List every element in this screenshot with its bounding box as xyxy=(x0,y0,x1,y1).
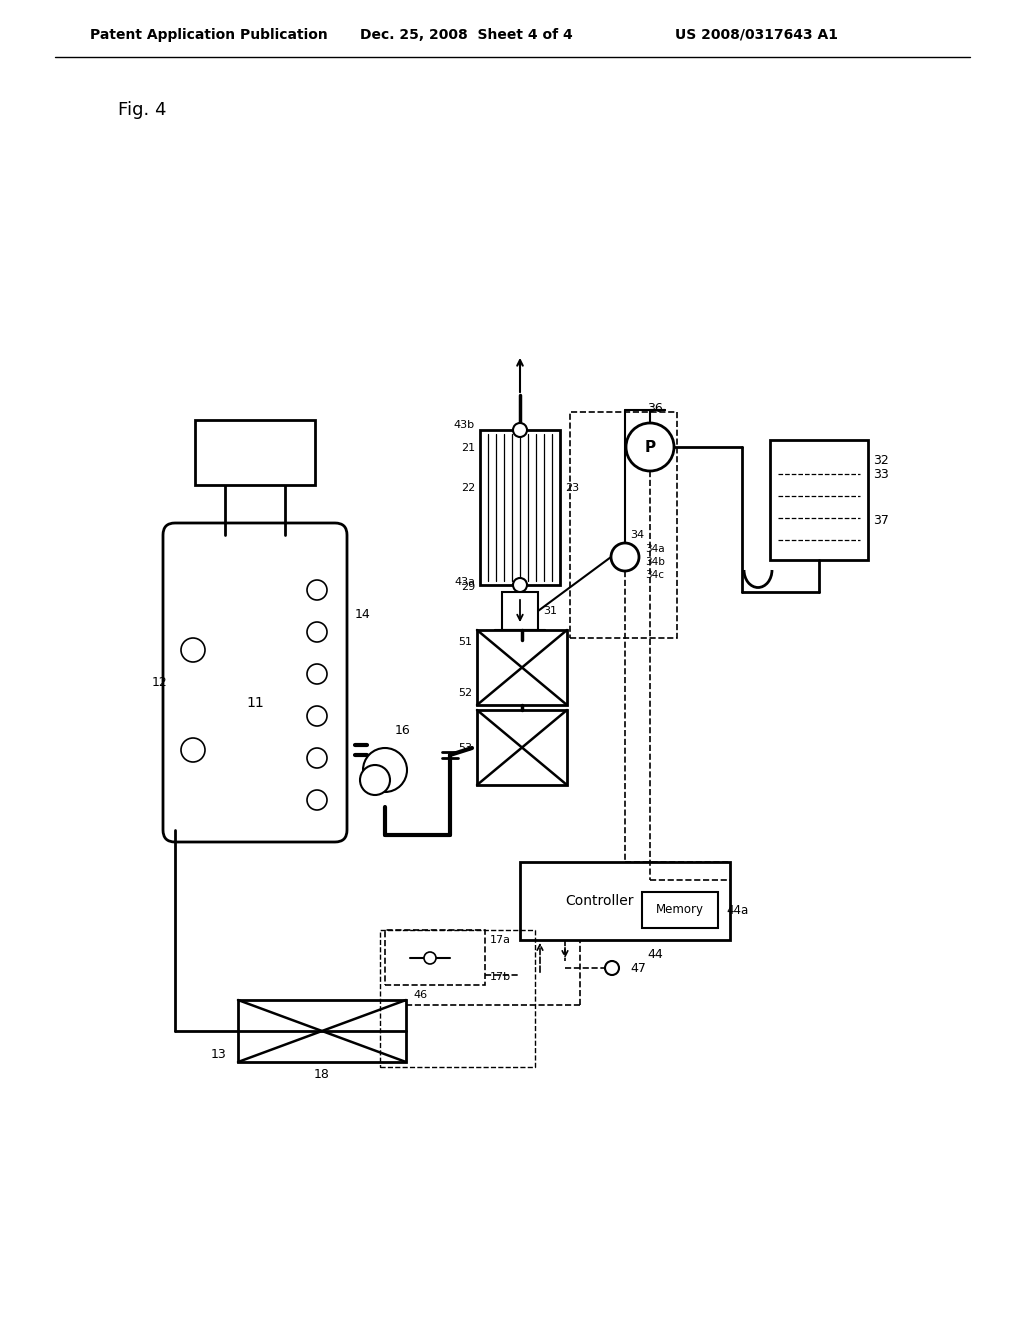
Bar xyxy=(480,430,560,585)
Circle shape xyxy=(307,664,327,684)
Circle shape xyxy=(626,422,674,471)
Text: 17a: 17a xyxy=(490,935,511,945)
Circle shape xyxy=(424,952,436,964)
Text: 11: 11 xyxy=(246,696,264,710)
Text: Fig. 4: Fig. 4 xyxy=(118,102,167,119)
Text: 44: 44 xyxy=(647,948,663,961)
Circle shape xyxy=(362,748,407,792)
Circle shape xyxy=(360,766,390,795)
Bar xyxy=(238,1001,406,1063)
Text: 43b: 43b xyxy=(454,420,475,430)
Text: 12: 12 xyxy=(152,676,167,689)
Bar xyxy=(770,440,868,560)
Bar xyxy=(385,931,485,985)
Bar xyxy=(570,412,677,638)
Text: 47: 47 xyxy=(630,961,646,974)
Circle shape xyxy=(307,706,327,726)
Bar xyxy=(477,630,567,705)
Bar xyxy=(380,931,535,1067)
Text: 34b: 34b xyxy=(645,557,665,568)
Text: US 2008/0317643 A1: US 2008/0317643 A1 xyxy=(675,28,838,42)
Text: Memory: Memory xyxy=(656,903,705,916)
Text: 21: 21 xyxy=(461,444,475,453)
Text: 52: 52 xyxy=(458,688,472,698)
Text: 22: 22 xyxy=(461,483,475,492)
Text: 46: 46 xyxy=(413,990,427,1001)
Text: 32: 32 xyxy=(873,454,889,466)
Text: Dec. 25, 2008  Sheet 4 of 4: Dec. 25, 2008 Sheet 4 of 4 xyxy=(360,28,572,42)
Text: 34a: 34a xyxy=(645,544,665,554)
Circle shape xyxy=(307,579,327,601)
Text: 29: 29 xyxy=(461,582,475,591)
Text: 44a: 44a xyxy=(726,903,749,916)
Bar xyxy=(520,862,730,940)
Text: 14: 14 xyxy=(355,609,371,622)
Circle shape xyxy=(605,961,618,975)
Circle shape xyxy=(181,638,205,663)
Text: 34c: 34c xyxy=(645,570,664,579)
Circle shape xyxy=(611,543,639,572)
Circle shape xyxy=(307,789,327,810)
Circle shape xyxy=(307,748,327,768)
Circle shape xyxy=(307,622,327,642)
Text: 31: 31 xyxy=(543,606,557,616)
FancyBboxPatch shape xyxy=(163,523,347,842)
Bar xyxy=(502,591,538,630)
Text: Patent Application Publication: Patent Application Publication xyxy=(90,28,328,42)
Text: 13: 13 xyxy=(210,1048,226,1060)
Text: 53: 53 xyxy=(458,743,472,752)
Text: 43a: 43a xyxy=(454,577,475,587)
Circle shape xyxy=(513,578,527,591)
Text: 16: 16 xyxy=(395,723,411,737)
Text: 17b: 17b xyxy=(490,972,511,982)
Bar xyxy=(477,710,567,785)
Text: 34: 34 xyxy=(630,531,644,540)
Text: 36: 36 xyxy=(647,403,663,416)
Text: 51: 51 xyxy=(458,638,472,647)
Text: 33: 33 xyxy=(873,469,889,482)
Text: 18: 18 xyxy=(314,1068,330,1081)
Text: 37: 37 xyxy=(873,513,889,527)
Bar xyxy=(642,892,718,928)
Text: P: P xyxy=(644,440,655,454)
Text: Controller: Controller xyxy=(565,894,634,908)
Circle shape xyxy=(181,738,205,762)
Text: 23: 23 xyxy=(565,483,580,492)
Circle shape xyxy=(513,422,527,437)
Bar xyxy=(195,420,315,484)
